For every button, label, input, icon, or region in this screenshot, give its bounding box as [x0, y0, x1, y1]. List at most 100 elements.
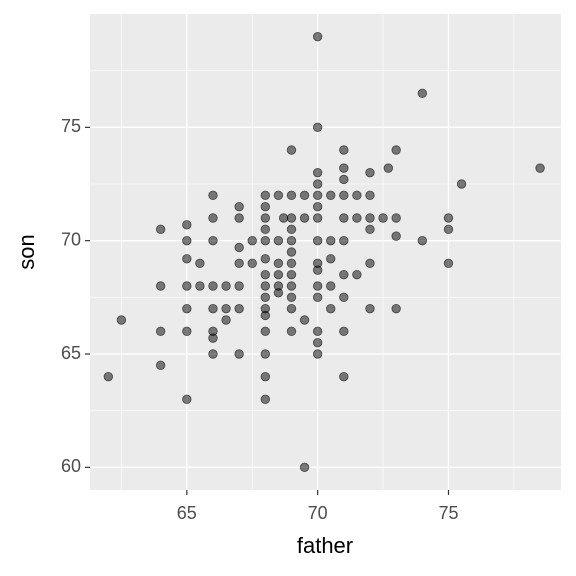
point [326, 303, 336, 314]
point [208, 349, 218, 359]
point [208, 190, 218, 201]
point [383, 163, 394, 173]
x-tick-label: 75 [438, 503, 458, 523]
point [182, 281, 192, 291]
point [443, 224, 454, 235]
point [365, 167, 375, 178]
point [286, 269, 297, 280]
point [116, 315, 127, 325]
point [260, 213, 271, 223]
point [339, 213, 349, 223]
point [155, 281, 166, 291]
point [208, 303, 218, 314]
point [312, 190, 323, 201]
point [312, 281, 323, 291]
point [286, 326, 297, 337]
point [391, 145, 401, 155]
point [535, 163, 545, 173]
point [273, 269, 284, 280]
point [339, 190, 349, 201]
point [103, 371, 114, 382]
point [234, 242, 244, 253]
point [278, 213, 289, 223]
point [221, 303, 231, 314]
point [365, 258, 375, 269]
point [443, 258, 454, 269]
point [155, 224, 166, 235]
point [417, 235, 428, 246]
point [365, 190, 375, 201]
point [260, 254, 271, 264]
point [339, 235, 349, 246]
point [260, 326, 271, 337]
point [391, 303, 401, 314]
point [312, 349, 323, 359]
point [339, 292, 349, 303]
point [182, 220, 192, 230]
point [234, 258, 244, 269]
point [286, 258, 297, 269]
point [339, 145, 349, 155]
point [365, 224, 375, 235]
point [391, 213, 401, 223]
point [260, 281, 271, 291]
point [417, 88, 428, 99]
point [208, 281, 218, 291]
point [339, 163, 349, 173]
y-tick-label: 75 [61, 116, 81, 136]
point [286, 247, 297, 257]
point [286, 213, 297, 223]
point [260, 310, 271, 321]
grid [90, 14, 561, 490]
point [352, 190, 362, 201]
y-axis-title: son [14, 234, 39, 269]
point [273, 288, 284, 298]
point [312, 179, 323, 189]
point [221, 281, 231, 291]
point [234, 303, 244, 314]
point [339, 326, 349, 337]
point [260, 201, 271, 212]
point [208, 235, 218, 246]
point [443, 213, 454, 223]
point [182, 303, 192, 314]
point [286, 235, 297, 246]
y-tick-label: 65 [61, 343, 81, 363]
point [312, 122, 323, 133]
point [208, 333, 218, 343]
point [260, 269, 271, 280]
x-axis-title: father [297, 533, 353, 558]
point [221, 315, 231, 325]
point [312, 337, 323, 348]
point [286, 281, 297, 291]
panel [90, 14, 561, 490]
point [182, 235, 192, 246]
point [339, 269, 349, 280]
point [299, 462, 310, 473]
point [365, 213, 375, 223]
y-tick-label: 70 [61, 229, 81, 249]
point [195, 281, 205, 291]
point [260, 371, 271, 382]
point [286, 190, 297, 201]
point [247, 258, 257, 269]
point [312, 167, 323, 178]
point [286, 303, 297, 314]
point [312, 201, 323, 212]
point [312, 235, 323, 246]
point [456, 179, 467, 189]
point [260, 349, 271, 359]
point [326, 281, 336, 291]
point [260, 292, 271, 303]
point [208, 213, 218, 223]
point [155, 326, 166, 337]
x-tick-label: 70 [308, 503, 328, 523]
point [286, 292, 297, 303]
point [182, 254, 192, 264]
point [352, 213, 362, 223]
point [286, 145, 297, 155]
point [260, 224, 271, 235]
point [312, 292, 323, 303]
point [312, 265, 323, 275]
